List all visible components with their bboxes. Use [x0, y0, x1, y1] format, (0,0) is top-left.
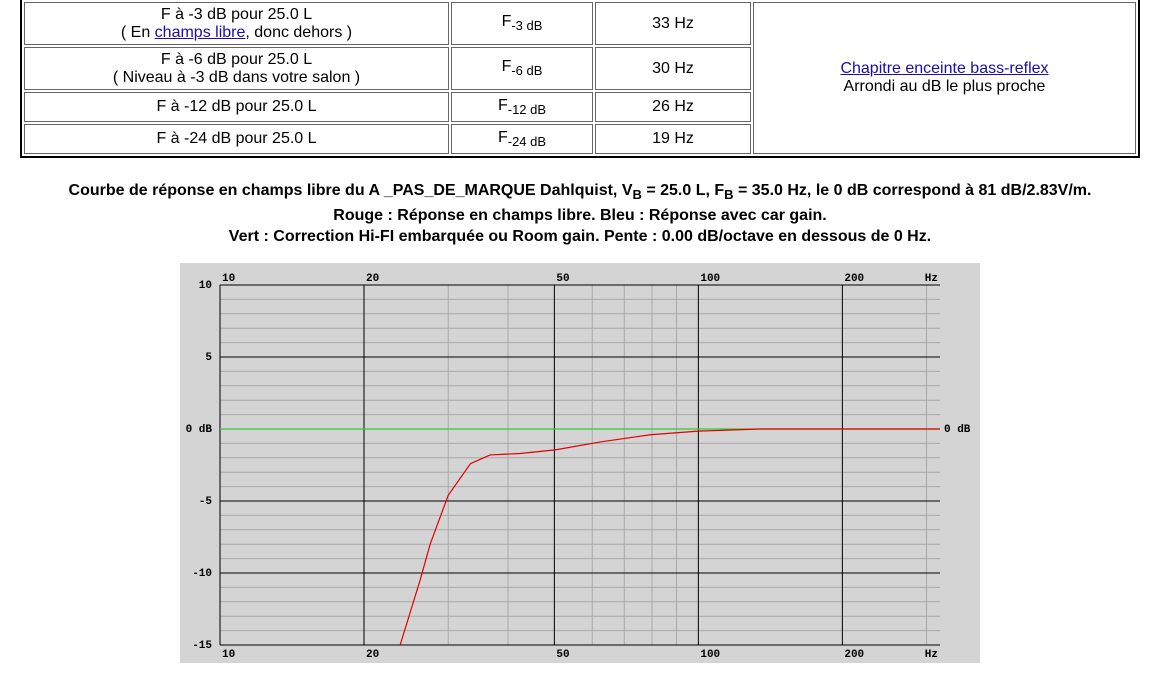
subscript: B	[724, 187, 734, 203]
cell: F-12 dB	[451, 92, 593, 122]
subscript: -3 dB	[511, 18, 543, 34]
label: F à -6 dB pour 25.0 L	[160, 50, 313, 68]
note: , donc dehors )	[245, 23, 353, 41]
caption-line: Rouge : Réponse en champs libre. Bleu : …	[333, 207, 827, 225]
text: Courbe de réponse en champs libre du A _…	[68, 182, 633, 199]
label: F à -24 dB pour 25.0 L	[156, 130, 317, 147]
x-tick-label-bottom: 10	[222, 649, 235, 661]
x-tick-label-bottom: 100	[700, 649, 720, 661]
label: F à -12 dB pour 25.0 L	[156, 98, 317, 115]
subscript: B	[632, 187, 642, 203]
note: ( Niveau à -3 dB dans votre salon )	[112, 68, 361, 86]
link[interactable]: Chapitre enceinte bass-reflex	[840, 60, 1049, 77]
y-tick-label: 10	[199, 280, 212, 292]
y-tick-label: 5	[205, 352, 212, 364]
y-tick-label: 0 dB	[186, 424, 213, 436]
chart-background	[180, 263, 980, 663]
x-tick-label-bottom: 50	[556, 649, 569, 661]
cell: 19 Hz	[595, 124, 751, 154]
chart-caption: Courbe de réponse en champs libre du A _…	[0, 180, 1160, 247]
cell: 30 Hz	[595, 47, 751, 90]
x-tick-label-top: 10	[222, 273, 235, 285]
cell: Chapitre enceinte bass-reflex Arrondi au …	[753, 2, 1136, 154]
label: F à -3 dB pour 25.0 L	[160, 5, 313, 23]
value: 26 Hz	[652, 98, 694, 115]
link[interactable]: champs libre	[154, 23, 246, 41]
x-tick-label-top: 50	[556, 273, 569, 285]
subscript: -24 dB	[507, 134, 547, 150]
value: 19 Hz	[652, 130, 694, 147]
symbol: F	[497, 128, 508, 146]
subscript: -6 dB	[511, 63, 543, 79]
cell: 33 Hz	[595, 2, 751, 45]
cell: 26 Hz	[595, 92, 751, 122]
response-curve	[399, 428, 940, 646]
value: 30 Hz	[652, 59, 694, 77]
cell: F-24 dB	[451, 124, 593, 154]
y-tick-label: -5	[199, 496, 213, 508]
x-tick-label-top: 200	[844, 273, 864, 285]
symbol: F	[497, 96, 508, 114]
note: ( En	[120, 23, 155, 41]
cell: F-3 dB	[451, 2, 593, 45]
chart: -15 -10 -5 0 dB 0 dB 5 10 10 10 20 20 50 50 100 100 200…	[180, 263, 980, 663]
cell: F à -3 dB pour 25.0 L ( En champs libre, …	[24, 2, 449, 45]
cell: F à -6 dB pour 25.0 L( Niveau à -3 dB da…	[24, 47, 449, 90]
caption-line: Courbe de réponse en champs libre du A _…	[0, 180, 1160, 205]
y-tick-label-right: 0 dB	[944, 424, 971, 436]
caption-line: Vert : Correction Hi-FI embarquée ou Roo…	[228, 228, 932, 246]
x-unit-bottom: Hz	[925, 649, 938, 661]
text: = 35.0 Hz, le 0 dB correspond à 81 dB/2.…	[733, 182, 1092, 199]
cell: F à -24 dB pour 25.0 L	[24, 124, 449, 154]
x-tick-label-top: 20	[366, 273, 379, 285]
text: = 25.0 L, F	[641, 182, 725, 199]
cell: F à -12 dB pour 25.0 L	[24, 92, 449, 122]
symbol: F	[501, 58, 512, 76]
results-table: F à -3 dB pour 25.0 L ( En champs libre, …	[20, 0, 1140, 158]
x-tick-label-bottom: 200	[844, 649, 864, 661]
x-tick-label-bottom: 20	[366, 649, 379, 661]
x-tick-label-top: 100	[700, 273, 720, 285]
y-tick-label: -15	[192, 640, 212, 652]
y-tick-label: -10	[192, 568, 212, 580]
x-unit-top: Hz	[925, 273, 938, 285]
subscript: -12 dB	[507, 102, 547, 118]
symbol: F	[501, 13, 512, 31]
cell: F-6 dB	[451, 47, 593, 90]
note: Arrondi au dB le plus proche	[843, 78, 1046, 95]
value: 33 Hz	[652, 14, 694, 32]
